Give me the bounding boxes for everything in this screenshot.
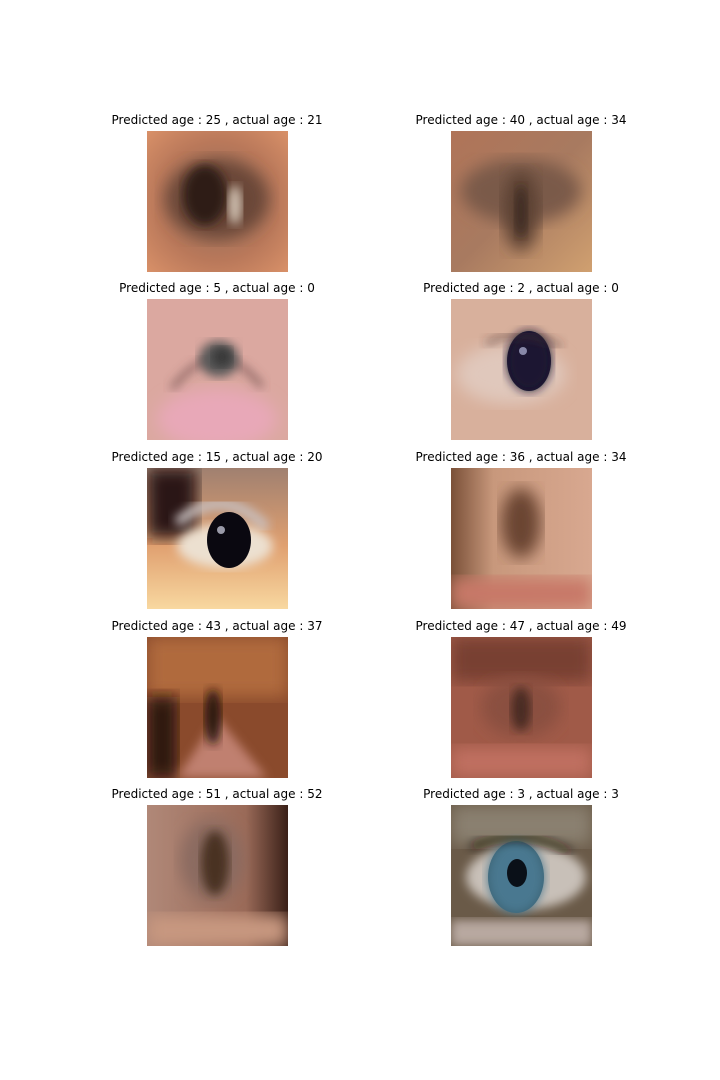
panel-title: Predicted age : 47 , actual age : 49 xyxy=(415,619,627,633)
panel-title: Predicted age : 5 , actual age : 0 xyxy=(119,281,315,295)
panel-title: Predicted age : 51 , actual age : 52 xyxy=(111,787,323,801)
eye-image xyxy=(147,637,288,778)
panel-title: Predicted age : 40 , actual age : 34 xyxy=(415,113,627,127)
panel-title: Predicted age : 43 , actual age : 37 xyxy=(111,619,323,633)
eye-image xyxy=(451,299,592,440)
eye-image xyxy=(147,468,288,609)
panel-title: Predicted age : 3 , actual age : 3 xyxy=(423,787,619,801)
eye-image xyxy=(147,131,288,272)
eye-image xyxy=(451,805,592,946)
panel-title: Predicted age : 2 , actual age : 0 xyxy=(423,281,619,295)
eye-image xyxy=(451,468,592,609)
panel-title: Predicted age : 25 , actual age : 21 xyxy=(111,113,323,127)
panel-title: Predicted age : 15 , actual age : 20 xyxy=(111,450,323,464)
panel-title: Predicted age : 36 , actual age : 34 xyxy=(415,450,627,464)
eye-image xyxy=(147,805,288,946)
eye-image xyxy=(451,637,592,778)
eye-image xyxy=(451,131,592,272)
eye-image xyxy=(147,299,288,440)
